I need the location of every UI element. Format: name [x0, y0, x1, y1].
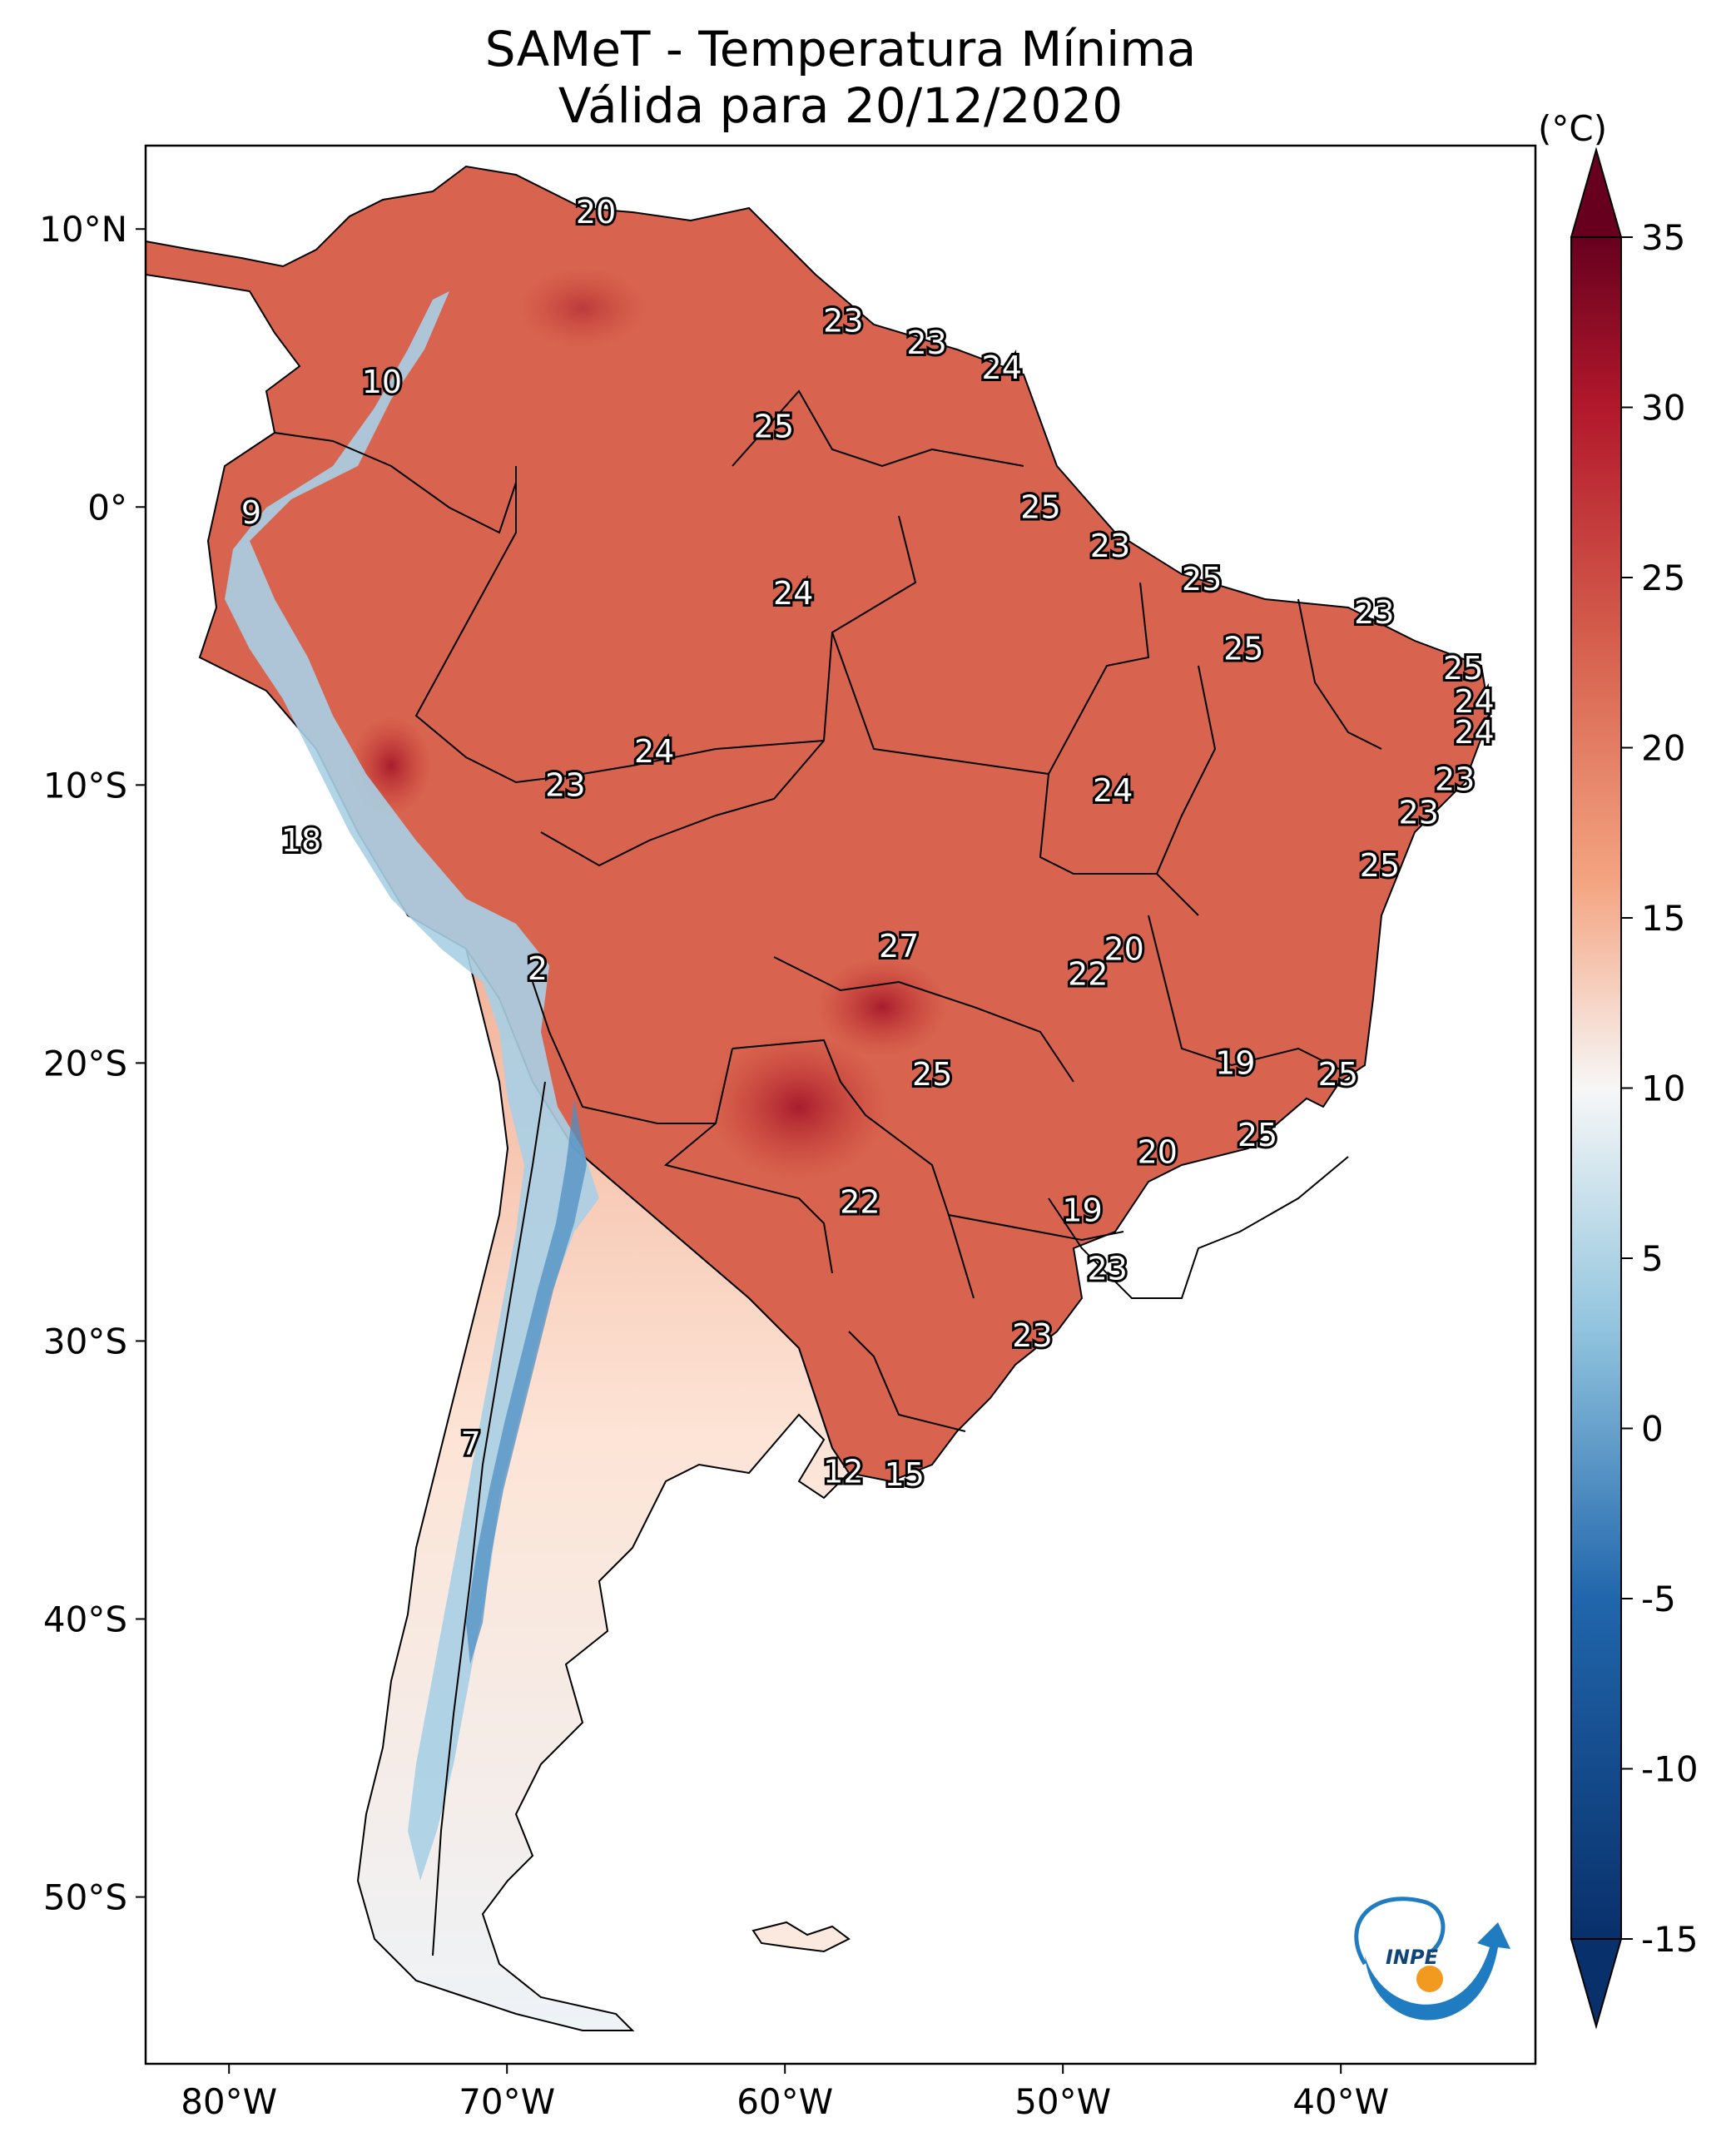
heat-hotspot-venezuela	[516, 266, 649, 350]
continent-south	[356, 948, 851, 2031]
colorbar-tick-label: 15	[1641, 898, 1685, 939]
temperature-label: 23	[1399, 795, 1439, 831]
colorbar-tick-label: -10	[1641, 1749, 1699, 1790]
temperature-label: 24	[1454, 714, 1494, 751]
lon-tick-label: 80°W	[181, 2081, 277, 2122]
temperature-label: 23	[1435, 761, 1475, 798]
temperature-label: 24	[1093, 772, 1133, 809]
colorbar-tick-label: 30	[1641, 388, 1685, 429]
lon-tick-label: 60°W	[737, 2081, 833, 2122]
temperature-label: 2	[528, 950, 548, 987]
temperature-label: 9	[241, 494, 261, 531]
temperature-label: 25	[1360, 847, 1400, 884]
temperature-label: 20	[576, 194, 616, 231]
political-borders	[274, 389, 1382, 1956]
temperature-label: 23	[1354, 594, 1394, 631]
colorbar: 35 30 25 20 15 10 5 0 -5 -10 -15	[1570, 146, 1699, 2030]
lat-tick-label: 50°S	[43, 1877, 127, 1918]
map-frame-border	[144, 144, 1537, 2065]
colorbar-tick-label: 35	[1641, 217, 1685, 258]
heat-hotspot-mato-grosso	[816, 957, 949, 1057]
colorbar-tick-label: 10	[1641, 1069, 1685, 1109]
colorbar-tick-label: -5	[1641, 1579, 1676, 1619]
temperature-label: 25	[912, 1056, 952, 1093]
temperature-label: 18	[281, 822, 321, 859]
colorbar-tick-label: 0	[1641, 1409, 1664, 1450]
temperature-label: 19	[1215, 1044, 1255, 1081]
heat-hotspot-chaco	[707, 1032, 890, 1182]
continent-north	[146, 165, 1491, 1483]
lat-tick-label: 40°S	[43, 1599, 127, 1640]
temperature-label: 23	[1087, 1251, 1127, 1287]
colorbar-tick-label: 25	[1641, 558, 1685, 598]
temperature-label: 25	[1182, 561, 1222, 598]
lat-tick-label: 20°S	[43, 1043, 127, 1083]
temperature-label: 27	[879, 928, 919, 964]
andes-cold-band	[225, 291, 599, 1881]
temperature-label: 25	[1238, 1117, 1277, 1153]
temperature-label: 25	[754, 408, 794, 444]
temperature-label: 23	[906, 325, 946, 361]
map-axis-ticks: 80°W 70°W 60°W 50°W 40°W 10°N 0° 10°S 20°S 30°S 40…	[39, 209, 1389, 2122]
temperature-label: 22	[840, 1183, 880, 1220]
lat-tick-label: 0°	[87, 487, 127, 528]
temperature-label: 23	[823, 302, 863, 339]
temperature-label: 23	[1012, 1317, 1052, 1354]
colorbar-min-extend-arrow	[1570, 1938, 1623, 2030]
temperature-label: 15	[885, 1456, 925, 1493]
temperature-label: 10	[362, 364, 402, 400]
temperature-label: 25	[1443, 650, 1483, 687]
temperature-label: 25	[1223, 631, 1263, 667]
temperature-label: 24	[1454, 683, 1494, 720]
map-title-line2: Válida para 20/12/2020	[558, 77, 1123, 134]
falklands-islands	[751, 1921, 851, 1953]
lat-tick-label: 10°S	[43, 765, 127, 806]
colorbar-tick-label: 5	[1641, 1238, 1664, 1279]
temperature-label: 24	[634, 733, 674, 770]
temperature-label: 25	[1020, 488, 1060, 525]
temperature-label: 19	[1062, 1192, 1102, 1228]
colorbar-tick-label: -15	[1641, 1919, 1699, 1960]
colorbar-tick-label: 20	[1641, 728, 1685, 769]
inpe-logo-arrow-icon	[1365, 1922, 1510, 2021]
temperature-label: 20	[1138, 1133, 1178, 1170]
andes-deep-cold-band	[466, 1098, 587, 1664]
inpe-logo-orbit-icon	[1354, 1897, 1446, 1966]
lon-tick-label: 70°W	[459, 2081, 555, 2122]
lon-tick-label: 40°W	[1292, 2081, 1389, 2122]
colorbar-gradient	[1570, 236, 1622, 1940]
temperature-label: 23	[1090, 528, 1130, 564]
lon-tick-label: 50°W	[1014, 2081, 1111, 2122]
temperature-label: 24	[982, 350, 1022, 386]
temperature-label: 23	[545, 766, 585, 803]
inpe-logo: INPE	[1354, 1897, 1510, 2021]
inpe-logo-dot-icon	[1416, 1966, 1443, 1992]
lat-tick-label: 30°S	[43, 1321, 127, 1361]
temperature-label: 22	[1068, 955, 1108, 992]
temperature-label: 12	[823, 1453, 863, 1490]
temperature-label: 20	[1104, 930, 1144, 967]
map-title-line1: SAMeT - Temperatura Mínima	[484, 21, 1197, 77]
colorbar-max-extend-arrow	[1570, 146, 1623, 238]
inpe-logo-text: INPE	[1386, 1946, 1439, 1969]
temperature-label: 24	[773, 575, 813, 612]
colorbar-unit-label: (°C)	[1538, 108, 1608, 149]
colorbar-ticks: 35 30 25 20 15 10 5 0 -5 -10 -15	[1621, 217, 1699, 1960]
lat-tick-label: 10°N	[39, 209, 127, 250]
temperature-label: 7	[461, 1426, 481, 1462]
temperature-label: 25	[1318, 1056, 1358, 1093]
